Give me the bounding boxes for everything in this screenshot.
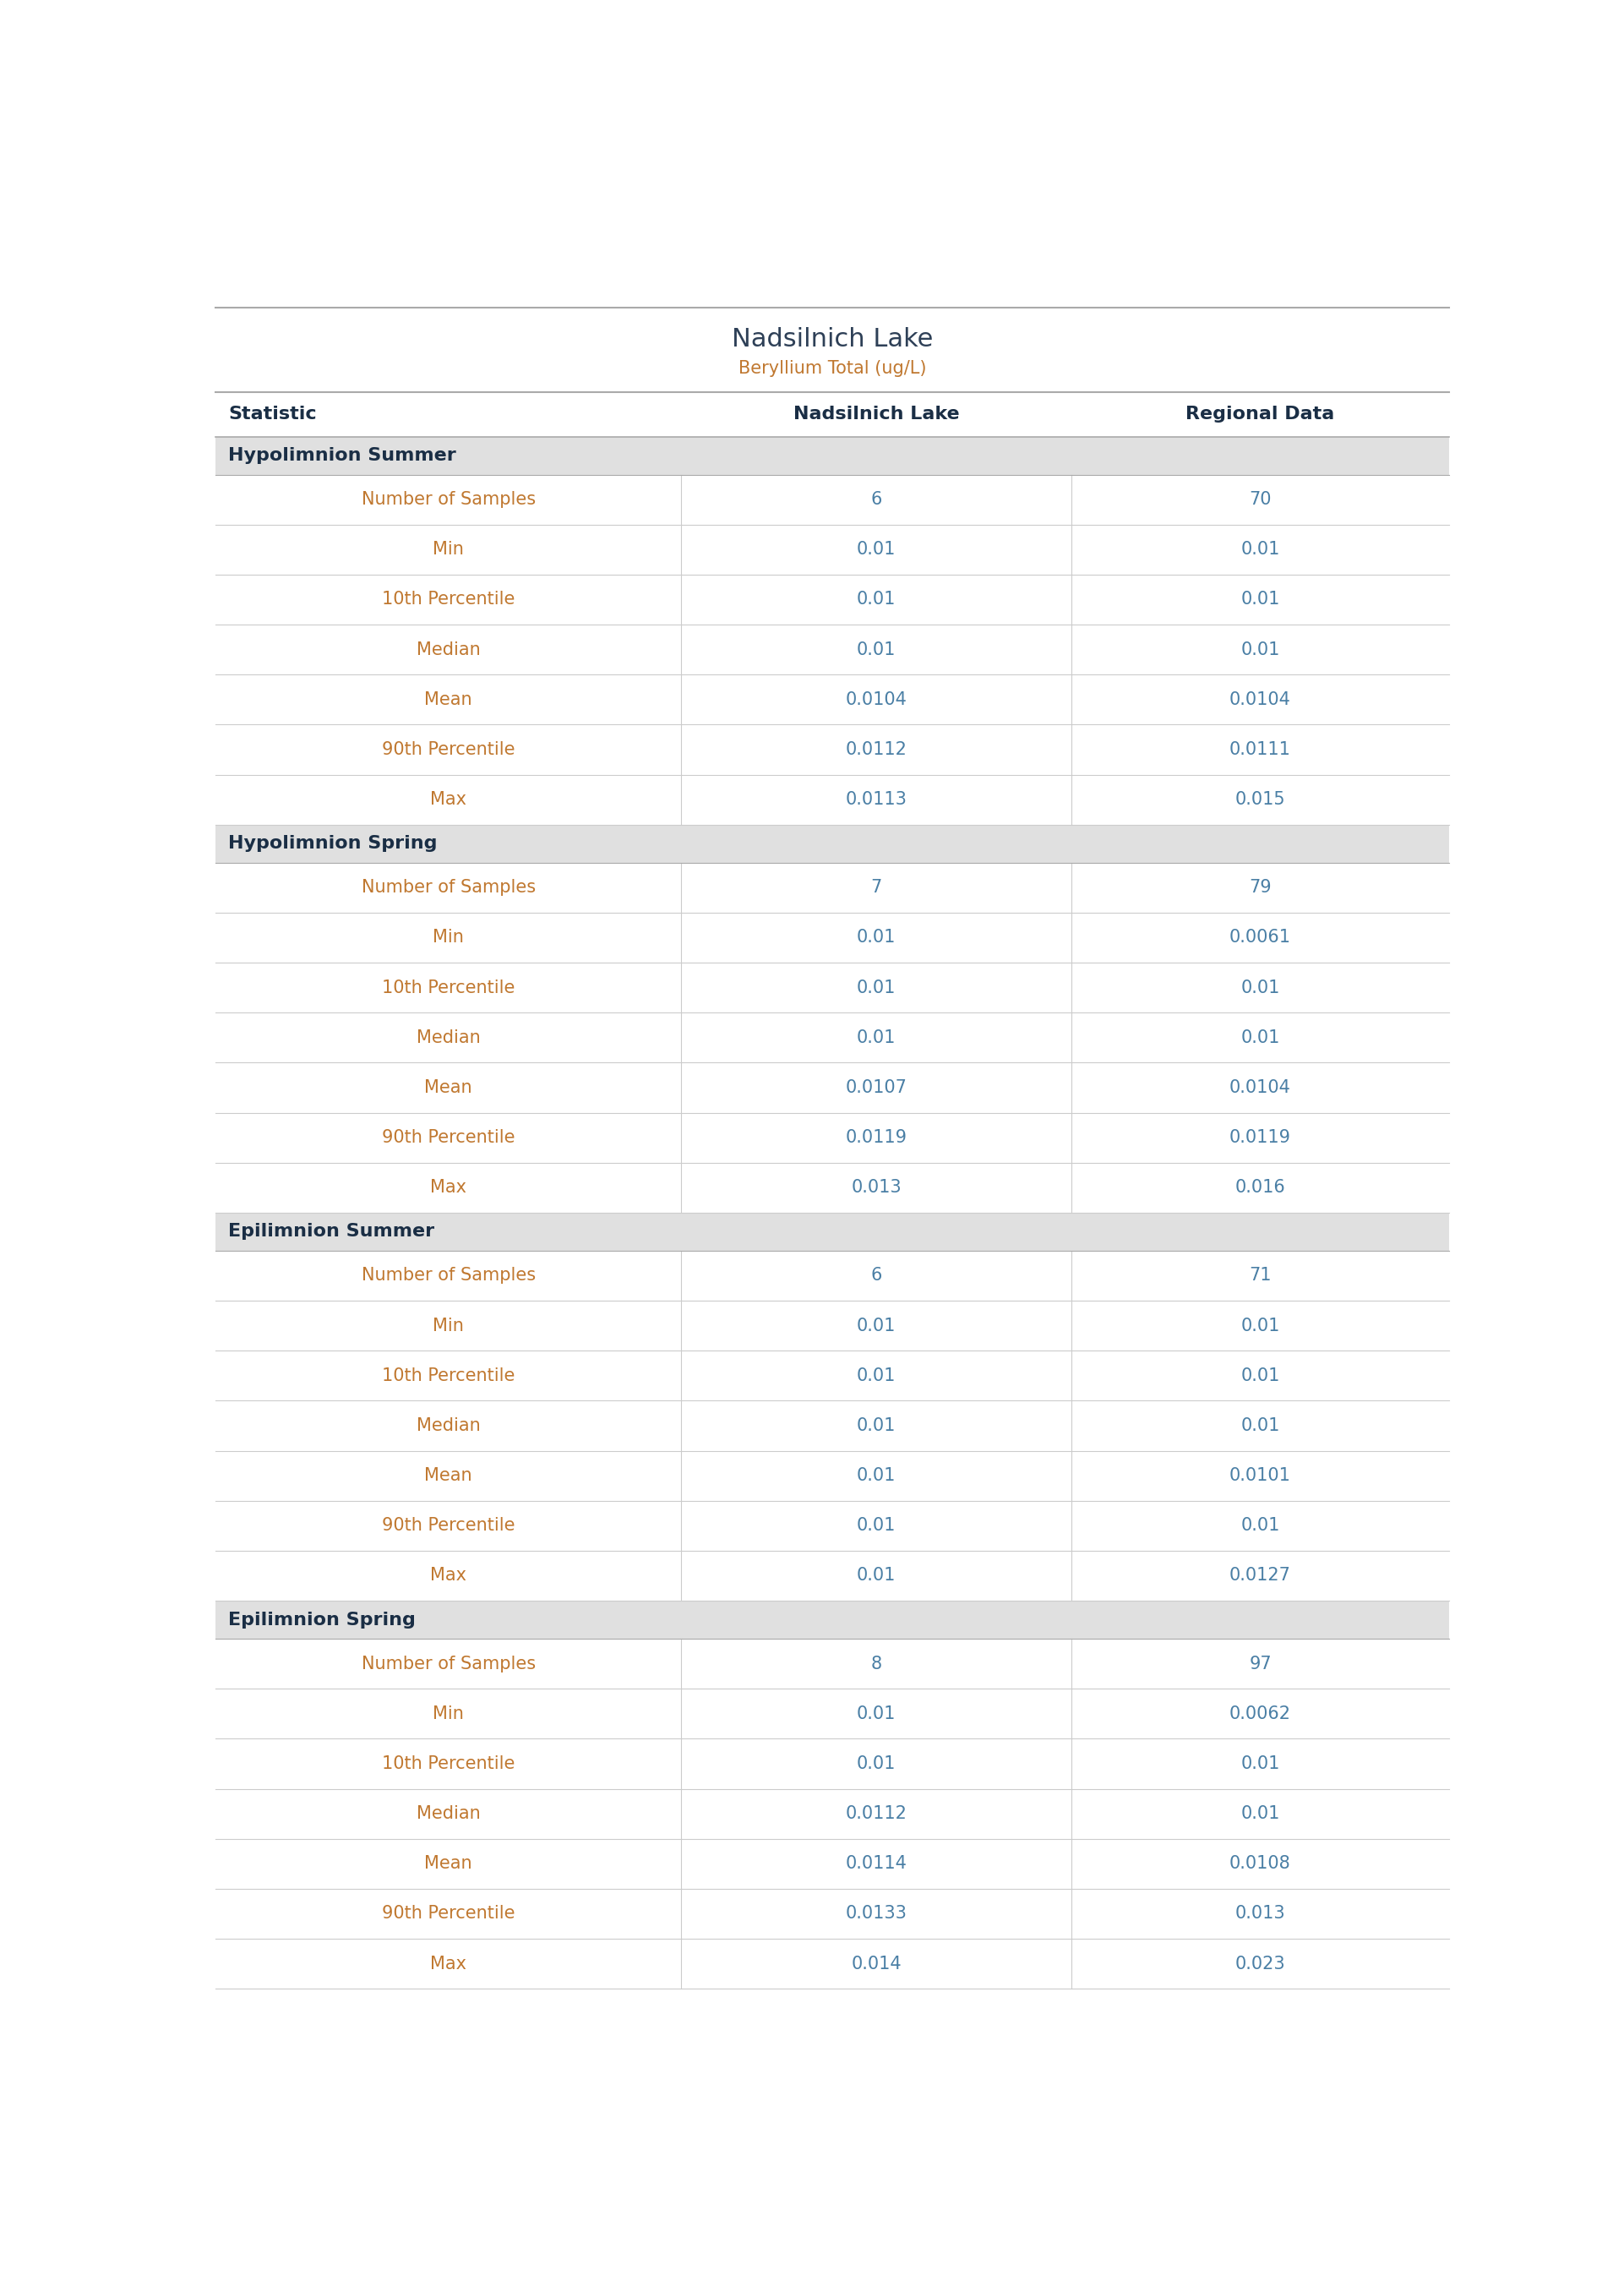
Text: Statistic: Statistic — [227, 406, 317, 422]
Text: 0.0062: 0.0062 — [1229, 1705, 1291, 1723]
Bar — [216, 824, 1449, 863]
Text: Max: Max — [430, 1178, 466, 1196]
Text: 0.015: 0.015 — [1234, 792, 1286, 808]
Text: 0.0112: 0.0112 — [846, 740, 908, 758]
Text: 10th Percentile: 10th Percentile — [382, 1755, 515, 1773]
Text: 0.01: 0.01 — [1241, 1805, 1280, 1823]
Text: 0.01: 0.01 — [857, 1416, 896, 1435]
Text: 0.0119: 0.0119 — [1229, 1128, 1291, 1146]
Text: 0.0111: 0.0111 — [1229, 740, 1291, 758]
Text: 7: 7 — [870, 878, 882, 897]
Text: 0.01: 0.01 — [1241, 1028, 1280, 1046]
Bar — [216, 1600, 1449, 1639]
Text: 0.01: 0.01 — [857, 1028, 896, 1046]
Text: 0.0133: 0.0133 — [846, 1905, 908, 1923]
Text: 0.0101: 0.0101 — [1229, 1466, 1291, 1485]
Text: Max: Max — [430, 1566, 466, 1584]
Text: Epilimnion Spring: Epilimnion Spring — [227, 1612, 416, 1628]
Text: Regional Data: Regional Data — [1186, 406, 1335, 422]
Text: 0.01: 0.01 — [1241, 1416, 1280, 1435]
Text: 0.014: 0.014 — [851, 1954, 901, 1973]
Text: Min: Min — [434, 1705, 464, 1723]
Text: Min: Min — [434, 540, 464, 558]
Text: Number of Samples: Number of Samples — [362, 490, 536, 508]
Text: 6: 6 — [870, 490, 882, 508]
Text: 0.0127: 0.0127 — [1229, 1566, 1291, 1584]
Text: 0.01: 0.01 — [857, 1705, 896, 1723]
Text: Number of Samples: Number of Samples — [362, 1655, 536, 1673]
Text: Number of Samples: Number of Samples — [362, 1267, 536, 1285]
Text: Min: Min — [434, 928, 464, 947]
Text: Epilimnion Summer: Epilimnion Summer — [227, 1224, 435, 1239]
Bar — [216, 436, 1449, 474]
Text: 0.01: 0.01 — [857, 978, 896, 997]
Text: 6: 6 — [870, 1267, 882, 1285]
Text: 0.0104: 0.0104 — [1229, 690, 1291, 708]
Text: 0.0108: 0.0108 — [1229, 1855, 1291, 1873]
Text: 90th Percentile: 90th Percentile — [382, 1128, 515, 1146]
Text: 79: 79 — [1249, 878, 1272, 897]
Text: 0.0061: 0.0061 — [1229, 928, 1291, 947]
Text: 97: 97 — [1249, 1655, 1272, 1673]
Text: 0.013: 0.013 — [851, 1178, 901, 1196]
Text: Mean: Mean — [424, 1855, 473, 1873]
Text: Mean: Mean — [424, 1078, 473, 1096]
Text: 0.01: 0.01 — [1241, 1516, 1280, 1535]
Text: Max: Max — [430, 792, 466, 808]
Text: Nadsilnich Lake: Nadsilnich Lake — [793, 406, 960, 422]
Text: 10th Percentile: 10th Percentile — [382, 590, 515, 608]
Text: 10th Percentile: 10th Percentile — [382, 978, 515, 997]
Text: Nadsilnich Lake: Nadsilnich Lake — [731, 327, 934, 352]
Text: Median: Median — [416, 640, 481, 658]
Text: 10th Percentile: 10th Percentile — [382, 1367, 515, 1385]
Text: 0.0104: 0.0104 — [1229, 1078, 1291, 1096]
Text: Median: Median — [416, 1028, 481, 1046]
Text: 0.01: 0.01 — [857, 1516, 896, 1535]
Text: 0.0119: 0.0119 — [846, 1128, 908, 1146]
Text: 90th Percentile: 90th Percentile — [382, 740, 515, 758]
Text: Median: Median — [416, 1416, 481, 1435]
Text: Mean: Mean — [424, 690, 473, 708]
Text: 0.01: 0.01 — [1241, 590, 1280, 608]
Text: 0.023: 0.023 — [1234, 1954, 1286, 1973]
Text: 0.01: 0.01 — [857, 590, 896, 608]
Text: Number of Samples: Number of Samples — [362, 878, 536, 897]
Text: Beryllium Total (ug/L): Beryllium Total (ug/L) — [739, 361, 926, 377]
Text: 0.013: 0.013 — [1234, 1905, 1286, 1923]
Text: 0.01: 0.01 — [1241, 1317, 1280, 1335]
Text: 0.01: 0.01 — [1241, 1755, 1280, 1773]
Text: 70: 70 — [1249, 490, 1272, 508]
Text: 0.01: 0.01 — [857, 640, 896, 658]
Text: 0.0107: 0.0107 — [846, 1078, 908, 1096]
Text: 0.0113: 0.0113 — [846, 792, 908, 808]
Bar — [216, 1212, 1449, 1251]
Text: Hypolimnion Summer: Hypolimnion Summer — [227, 447, 456, 463]
Text: 0.01: 0.01 — [857, 1317, 896, 1335]
Text: 0.01: 0.01 — [857, 540, 896, 558]
Text: 90th Percentile: 90th Percentile — [382, 1516, 515, 1535]
Text: 0.0114: 0.0114 — [846, 1855, 908, 1873]
Text: Max: Max — [430, 1954, 466, 1973]
Text: 0.0104: 0.0104 — [846, 690, 908, 708]
Text: 8: 8 — [870, 1655, 882, 1673]
Text: Mean: Mean — [424, 1466, 473, 1485]
Text: 71: 71 — [1249, 1267, 1272, 1285]
Text: 0.0112: 0.0112 — [846, 1805, 908, 1823]
Text: 0.01: 0.01 — [1241, 640, 1280, 658]
Text: Hypolimnion Spring: Hypolimnion Spring — [227, 835, 437, 851]
Text: 0.01: 0.01 — [1241, 540, 1280, 558]
Text: 0.01: 0.01 — [857, 1466, 896, 1485]
Text: 90th Percentile: 90th Percentile — [382, 1905, 515, 1923]
Text: 0.01: 0.01 — [1241, 978, 1280, 997]
Text: Median: Median — [416, 1805, 481, 1823]
Text: 0.01: 0.01 — [857, 1566, 896, 1584]
Text: 0.01: 0.01 — [857, 928, 896, 947]
Text: 0.01: 0.01 — [857, 1367, 896, 1385]
Text: Min: Min — [434, 1317, 464, 1335]
Text: 0.01: 0.01 — [857, 1755, 896, 1773]
Text: 0.016: 0.016 — [1234, 1178, 1286, 1196]
Text: 0.01: 0.01 — [1241, 1367, 1280, 1385]
